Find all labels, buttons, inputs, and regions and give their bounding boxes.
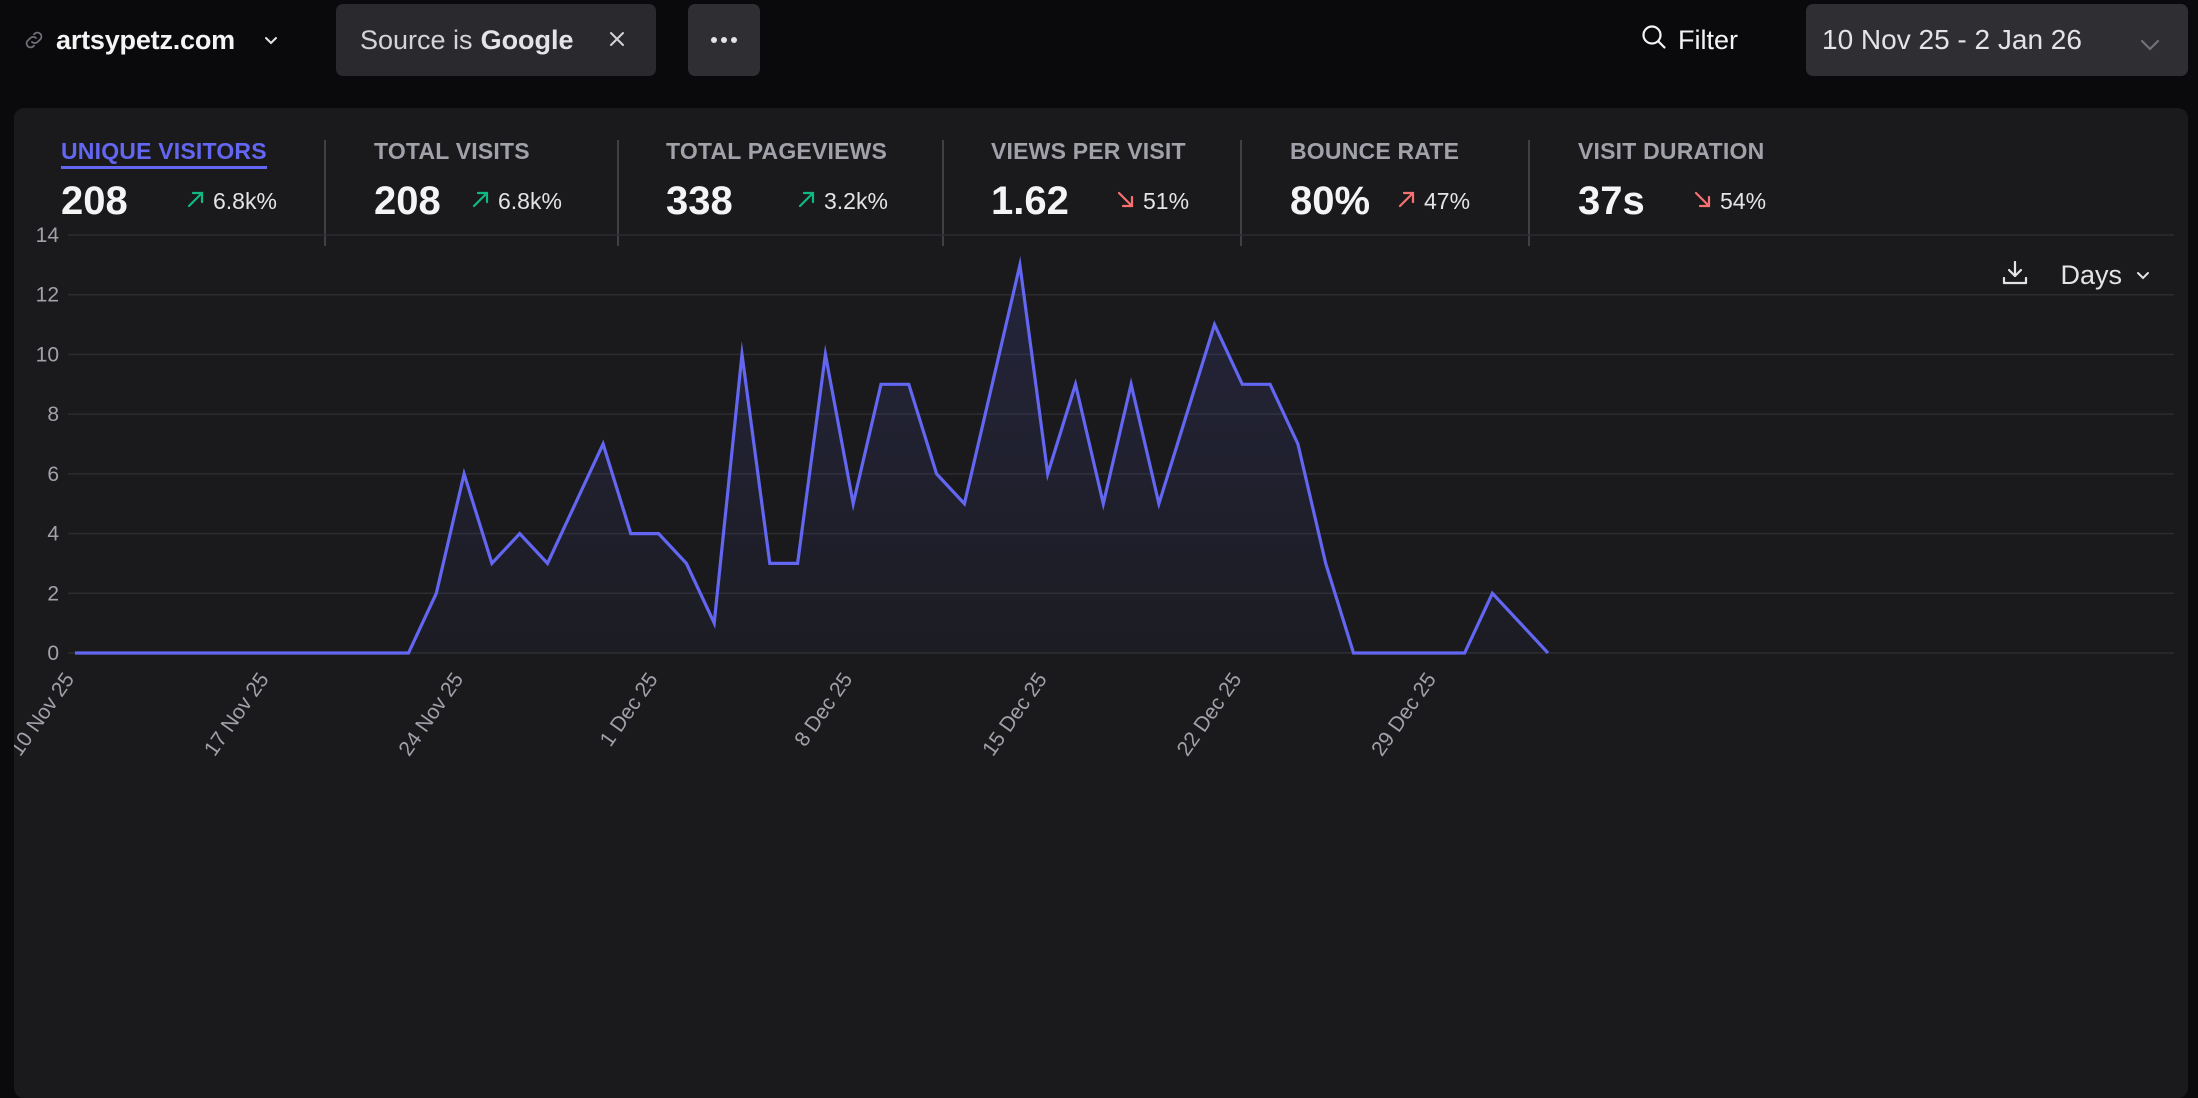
stat-value: 208 (374, 179, 441, 223)
stat-label: VIEWS PER VISIT (991, 138, 1186, 164)
filter-chip-value: Google (480, 24, 574, 55)
stat-total-pageviews[interactable]: TOTAL PAGEVIEWS 338 3.2k% (666, 138, 888, 224)
stat-value: 80% (1290, 179, 1371, 223)
stat-bounce-rate[interactable]: BOUNCE RATE 80% 47% (1290, 138, 1470, 224)
y-tick-label: 12 (36, 284, 59, 307)
top-bar: artsypetz.com Source is Google Filter 10… (0, 0, 2198, 80)
stat-divider (324, 140, 326, 246)
arrow-up-right-icon (470, 188, 492, 216)
ellipsis-icon (710, 31, 738, 49)
date-range-label: 10 Nov 25 - 2 Jan 26 (1822, 24, 2082, 55)
site-switcher[interactable]: artsypetz.com (22, 18, 281, 62)
stat-change: 47% (1396, 188, 1470, 216)
download-icon[interactable] (2000, 258, 2030, 293)
x-tick-label: 10 Nov 25 (14, 669, 79, 761)
filter-chip-prefix: Source is (360, 24, 473, 55)
y-tick-label: 2 (47, 582, 59, 605)
chevron-down-icon (2138, 30, 2162, 62)
stat-change: 6.8k% (185, 188, 277, 216)
stat-change-value: 54% (1720, 188, 1767, 214)
chevron-down-icon (2134, 260, 2152, 291)
site-name: artsypetz.com (56, 24, 235, 55)
stat-change-value: 6.8k% (213, 188, 277, 214)
filter-label: Filter (1678, 24, 1738, 55)
stat-change-value: 47% (1424, 188, 1471, 214)
arrow-down-right-icon (1115, 188, 1137, 216)
stat-views-per-visit[interactable]: VIEWS PER VISIT 1.62 51% (991, 138, 1189, 224)
x-tick-label: 1 Dec 25 (596, 669, 663, 751)
stat-value: 37s (1578, 179, 1645, 223)
arrow-up-right-icon (796, 188, 818, 216)
dashboard-card: UNIQUE VISITORS 208 6.8k% TOTAL VISITS 208 6.… (14, 108, 2188, 1098)
chart-controls: Days (2000, 258, 2152, 293)
stat-divider (617, 140, 619, 246)
stat-label: VISIT DURATION (1578, 138, 1765, 164)
filter-button[interactable]: Filter (1640, 18, 1738, 62)
stat-change: 54% (1692, 188, 1766, 216)
stat-label: UNIQUE VISITORS (61, 138, 267, 169)
stat-change: 3.2k% (796, 188, 888, 216)
stat-change-value: 3.2k% (824, 188, 888, 214)
y-tick-label: 8 (47, 403, 59, 426)
series-line (75, 255, 1550, 655)
link-icon (22, 28, 46, 52)
stat-unique-visitors[interactable]: UNIQUE VISITORS 208 6.8k% (61, 138, 277, 224)
interval-select[interactable]: Days (2060, 260, 2152, 291)
stat-value: 1.62 (991, 179, 1069, 223)
arrow-up-right-icon (185, 188, 207, 216)
close-icon[interactable] (604, 26, 630, 59)
x-tick-label: 15 Dec 25 (978, 669, 1052, 761)
stat-divider (942, 140, 944, 246)
x-tick-label: 17 Nov 25 (200, 669, 274, 761)
stat-divider (1528, 140, 1530, 246)
y-tick-label: 0 (47, 642, 59, 665)
stat-change: 6.8k% (470, 188, 562, 216)
y-tick-label: 14 (36, 224, 60, 247)
stat-label: TOTAL VISITS (374, 138, 530, 164)
y-tick-label: 10 (36, 343, 59, 366)
interval-label: Days (2060, 260, 2122, 290)
more-options-button[interactable] (688, 4, 760, 76)
x-tick-label: 29 Dec 25 (1367, 669, 1441, 761)
stat-change: 51% (1115, 188, 1189, 216)
stat-label: TOTAL PAGEVIEWS (666, 138, 888, 164)
y-tick-label: 6 (47, 463, 59, 486)
stat-change-value: 6.8k% (498, 188, 562, 214)
search-icon (1640, 23, 1668, 58)
filter-chip[interactable]: Source is Google (336, 4, 656, 76)
stat-visit-duration[interactable]: VISIT DURATION 37s 54% (1578, 138, 1766, 224)
stat-label: BOUNCE RATE (1290, 138, 1460, 164)
arrow-down-right-icon (1692, 188, 1714, 216)
x-tick-label: 24 Nov 25 (394, 669, 468, 761)
chevron-down-icon (261, 30, 281, 50)
visitors-chart[interactable]: 0 2 4 6 8 10 12 14 10 Nov 25 17 Nov 25 24 Nov 25 1 … (14, 108, 2188, 1078)
x-tick-label: 22 Dec 25 (1173, 669, 1247, 761)
stat-change-value: 51% (1143, 188, 1190, 214)
stat-value: 208 (61, 179, 128, 223)
stat-total-visits[interactable]: TOTAL VISITS 208 6.8k% (374, 138, 562, 224)
stat-divider (1240, 140, 1242, 246)
date-range-picker[interactable]: 10 Nov 25 - 2 Jan 26 (1806, 4, 2188, 76)
y-tick-label: 4 (47, 523, 59, 546)
x-tick-label: 8 Dec 25 (790, 669, 857, 751)
stat-value: 338 (666, 179, 733, 223)
arrow-up-right-icon (1396, 188, 1418, 216)
